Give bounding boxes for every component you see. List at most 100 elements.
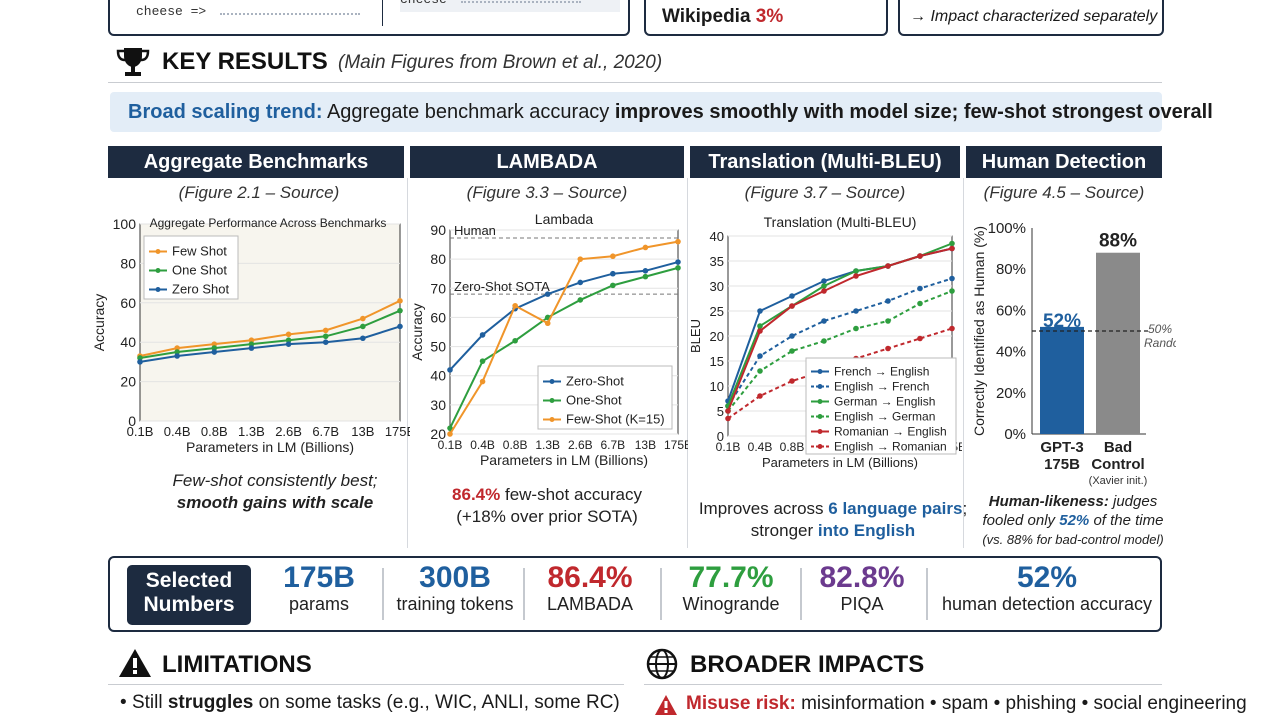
reference-label: 50% = xyxy=(1148,322,1176,336)
data-point-few-shot-k-15 xyxy=(512,302,518,309)
misuse-warning-icon xyxy=(654,694,678,721)
series-line-few-shot-k-15 xyxy=(449,240,679,435)
series-line-zero-shot xyxy=(139,325,401,363)
lambada-chart: 20 30 40 50 60 70 80 90 0.1B 0.4B 0.8B 1.3B 2.6B 6.7B… xyxy=(409,211,688,468)
x-tick-label: 175B xyxy=(385,424,410,439)
data-point-zero-shot xyxy=(360,335,366,342)
data-point-romanian-english xyxy=(949,245,955,252)
x-axis-label: Parameters in LM (Billions) xyxy=(762,455,918,470)
y-tick-label: 80% xyxy=(996,261,1026,278)
panel-header-translation: Translation (Multi-BLEU) xyxy=(690,146,960,178)
panel-header-human-detection: Human Detection xyxy=(966,146,1162,178)
data-point-zero-shot xyxy=(479,332,486,338)
scaling-banner: Broad scaling trend: Aggregate benchmark… xyxy=(110,92,1213,132)
data-point-romanian-english xyxy=(853,273,859,279)
data-point-few-shot-k-15 xyxy=(610,253,616,260)
y-tick-label: 60% xyxy=(996,302,1026,319)
y-tick-label: 0 xyxy=(717,429,724,444)
data-point-french-english xyxy=(757,308,763,314)
series-line-romanian-english xyxy=(727,247,953,412)
category-sublabel: (Xavier init.) xyxy=(1089,475,1148,487)
panel-header-lambada: LAMBADA xyxy=(410,146,684,178)
legend-label-german-english: German → English xyxy=(834,395,935,409)
y-tick-label: 80 xyxy=(120,255,136,271)
data-point-romanian-english xyxy=(917,253,923,259)
x-axis-label: Parameters in LM (Billions) xyxy=(186,439,354,455)
figure-source-3-7: (Figure 3.7 – Source) xyxy=(744,183,906,202)
data-point-one-shot xyxy=(397,307,403,314)
y-tick-label: 70 xyxy=(430,280,446,296)
x-tick-label: 6.7B xyxy=(312,424,339,439)
data-point-romanian-english xyxy=(821,288,827,294)
data-point-zero-shot xyxy=(322,339,329,345)
data-point-few-shot-k-15 xyxy=(577,256,584,262)
code-line-right: cheese xyxy=(400,0,447,7)
y-tick-label: 40% xyxy=(996,344,1026,361)
data-point-english-romanian xyxy=(917,335,923,342)
data-point-one-shot xyxy=(360,323,366,330)
data-point-one-shot xyxy=(248,341,255,347)
y-tick-label: 20 xyxy=(430,426,446,442)
x-tick-label: 13B xyxy=(351,424,374,439)
y-tick-label: 60 xyxy=(120,295,136,311)
x-tick-label: 0.8B xyxy=(780,440,805,454)
limitations-bullet: • Still struggles on some tasks (e.g., W… xyxy=(120,692,620,713)
data-point-english-french xyxy=(757,353,763,359)
data-point-english-romanian xyxy=(725,415,731,422)
x-tick-label: 0.1B xyxy=(716,440,741,454)
limitations-title: LIMITATIONS xyxy=(162,651,312,678)
y-tick-label: 15 xyxy=(710,354,724,369)
legend-label-english-french: English → French xyxy=(834,380,929,394)
broader-impacts-title: BROADER IMPACTS xyxy=(690,651,925,678)
data-point-romanian-english xyxy=(885,263,891,269)
x-tick-label: 0.8B xyxy=(503,438,528,452)
y-tick-label: 5 xyxy=(717,404,724,419)
figure-source-4-5: (Figure 4.5 – Source) xyxy=(983,183,1145,202)
data-point-few-shot-k-15 xyxy=(642,244,649,251)
x-axis-label: Parameters in LM (Billions) xyxy=(480,452,648,468)
y-tick-label: 20 xyxy=(120,374,136,390)
data-point-one-shot xyxy=(211,345,218,351)
y-tick-label: 40 xyxy=(710,229,724,244)
x-tick-label: 0.4B xyxy=(164,424,191,439)
y-tick-label: 90 xyxy=(430,222,446,238)
bar-gpt-3-175b xyxy=(1040,326,1084,434)
data-point-zero-shot xyxy=(248,345,255,351)
legend-marker xyxy=(155,249,161,254)
y-tick-label: 50 xyxy=(430,339,446,355)
legend-marker xyxy=(817,429,823,434)
warning-icon xyxy=(118,648,152,683)
legend-marker xyxy=(817,384,823,389)
x-tick-label: 175B xyxy=(664,438,688,452)
bar-value-label: 88% xyxy=(1099,231,1137,252)
legend-marker xyxy=(817,369,823,374)
banner-lead: Broad scaling trend: xyxy=(128,101,323,123)
data-point-one-shot xyxy=(642,273,649,280)
data-point-zero-shot xyxy=(544,291,551,297)
y-tick-label: 0 xyxy=(128,413,136,429)
legend-box xyxy=(805,357,957,455)
data-point-few-shot xyxy=(397,298,403,304)
human-detection-caption: Human-likeness: judges fooled only 52% o… xyxy=(982,493,1164,547)
legend-label-few-shot: Few Shot xyxy=(172,244,227,259)
category-label: Bad xyxy=(1104,439,1132,456)
legend-marker xyxy=(549,379,555,384)
data-point-few-shot-k-15 xyxy=(544,320,551,327)
bar-bad-control xyxy=(1096,252,1140,434)
category-label: 175B xyxy=(1044,456,1080,473)
data-point-few-shot-k-15 xyxy=(479,378,486,385)
stat-human-detection: 52% human detection accuracy xyxy=(941,561,1153,615)
data-point-zero-shot xyxy=(675,259,681,265)
data-point-zero-shot xyxy=(577,279,584,286)
stat-params: 175B params xyxy=(283,561,355,615)
series-line-one-shot xyxy=(449,266,679,429)
data-point-few-shot xyxy=(285,331,292,338)
data-point-english-german xyxy=(853,325,859,332)
data-point-english-romanian xyxy=(949,325,955,332)
y-axis-label: BLEU xyxy=(688,319,703,353)
category-label: GPT-3 xyxy=(1040,439,1083,456)
data-point-one-shot xyxy=(137,355,143,361)
legend-label-zero-shot: Zero-Shot xyxy=(566,374,624,389)
panel-header-aggregate: Aggregate Benchmarks xyxy=(108,146,404,178)
figure-source-2-1: (Figure 2.1 – Source) xyxy=(178,183,340,202)
